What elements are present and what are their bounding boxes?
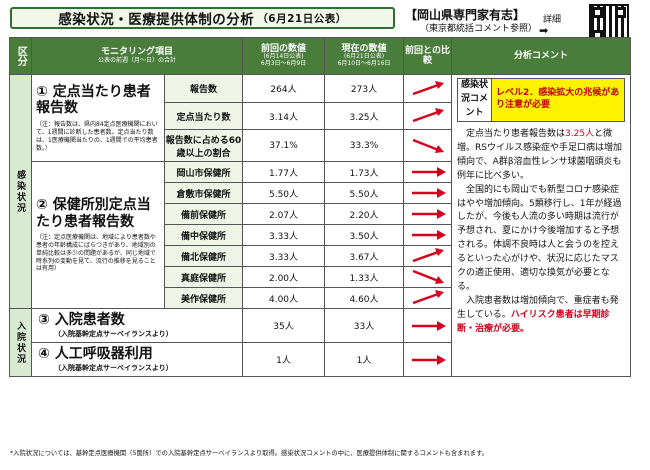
curr-value: 2.20人 <box>324 203 405 225</box>
trend-arrow-icon <box>403 224 453 246</box>
table-row: ④ 人工呼吸器利用 （入院基幹定点サーベイランスより） 1人 1人 <box>10 342 631 377</box>
row-label: 報告数 <box>163 74 244 103</box>
trend-arrow-icon <box>403 161 453 183</box>
prev-value: 35人 <box>242 308 326 343</box>
section1-note: （注：報告数は、県内84定点医療機関において、1週間に診断した患者数。定点当たり… <box>36 121 158 152</box>
row-label: 報告数に占める60歳以上の割合 <box>163 129 244 162</box>
section2-note: （注：定点医療機関は、地域により患者数や患者の年齢構成にばらつきがあり、地域別の… <box>36 234 156 273</box>
trend-arrow-icon <box>403 182 453 204</box>
analysis-comment: 感染状況コメント レベル2．感染拡大の兆候があり注意が必要 定点当たり患者報告数… <box>451 74 632 377</box>
trend-arrow-icon <box>403 129 453 162</box>
arrow-right-icon: ➡ <box>539 24 549 37</box>
section1-title-cell: ① 定点当たり患者報告数 （注：報告数は、県内84定点医療機関において、1週間に… <box>31 74 165 162</box>
curr-value: 273人 <box>324 74 405 103</box>
row-label: 倉敷市保健所 <box>163 182 244 204</box>
trend-arrow-icon <box>403 203 453 225</box>
col-curr: 現在の数値 (6月21日公表) 6月10日～6月16日 <box>324 37 405 75</box>
trend-arrow-icon <box>403 266 453 288</box>
prev-value: 3.33人 <box>242 245 326 267</box>
organization-name: 【岡山県専門家有志】 <box>405 8 526 22</box>
table-row: 美作保健所 4.00人 4.60人 <box>10 287 631 309</box>
curr-value: 33人 <box>324 308 405 343</box>
table-row: ② 保健所別定点当たり患者報告数 （注：定点医療機関は、地域により患者数や患者の… <box>10 161 631 309</box>
curr-value: 4.60人 <box>324 287 405 309</box>
section3-title: ③ 入院患者数 <box>38 312 125 329</box>
prev-value: 264人 <box>242 74 326 103</box>
prev-value: 3.33人 <box>242 224 326 246</box>
curr-value: 3.25人 <box>324 102 405 130</box>
section3-sub: （入院基幹定点サーベイランスより） <box>54 329 173 338</box>
page-title: 感染状況・医療提供体制の分析 （6月21日公表） <box>10 7 395 29</box>
section1-title: ① 定点当たり患者報告数 <box>36 83 151 117</box>
section2-title-cell: ② 保健所別定点当たり患者報告数 （注：定点医療機関は、地域により患者数や患者の… <box>31 161 165 309</box>
table-row: 入院状況 ③ 入院患者数 （入院基幹定点サーベイランスより） 35人 33人 <box>9 308 631 377</box>
col-category: 区分 <box>9 37 32 75</box>
prev-value: 5.50人 <box>242 182 326 204</box>
section4-sub: （入院基幹定点サーベイランスより） <box>54 363 173 372</box>
curr-value: 5.50人 <box>324 182 405 204</box>
table-header-row: 区分 モニタリング項目 公表の前週（月～日）の合計 前回の数値 (6月14日公表) 6… <box>9 37 632 75</box>
table-row: 備北保健所 3.33人 3.67人 <box>10 245 631 267</box>
footer-note: *入院状況については、基幹定点医療機関（5箇所）での入院基幹定点サーベイランスよ… <box>10 450 489 457</box>
trend-arrow-icon <box>403 245 453 267</box>
prev-value: 37.1% <box>242 129 326 162</box>
prev-value: 2.07人 <box>242 203 326 225</box>
table-row: 備中保健所 3.33人 3.50人 <box>10 224 631 246</box>
col-item: モニタリング項目 公表の前週（月～日）の合計 <box>30 37 244 75</box>
section4-title: ④ 人工呼吸器利用 <box>38 346 153 363</box>
section2-title: ② 保健所別定点当たり患者報告数 <box>36 196 151 230</box>
category-infection: 感染状況 <box>9 74 32 309</box>
level-tag: 感染状況コメント <box>457 78 493 122</box>
trend-arrow-icon <box>403 74 453 103</box>
comment-paragraph-1: 定点当たり患者報告数は3.25人と微増。RSウイルス感染症や手足口病は増加傾向で… <box>457 128 622 181</box>
prev-value: 3.14人 <box>242 102 326 130</box>
col-comment: 分析コメント <box>451 37 632 75</box>
prev-value: 1人 <box>242 342 326 377</box>
organization-sub: （東京都統括コメント参照） <box>420 24 538 34</box>
row-label: 備北保健所 <box>163 245 244 267</box>
prev-value: 1.77人 <box>242 161 326 183</box>
detail-label: 詳細 <box>543 15 562 25</box>
curr-value: 3.67人 <box>324 245 405 267</box>
curr-value: 3.50人 <box>324 224 405 246</box>
curr-value: 1.33人 <box>324 266 405 288</box>
table-row: 報告数に占める60歳以上の割合 37.1% 33.3% <box>10 129 631 162</box>
section4-title-cell: ④ 人工呼吸器利用 （入院基幹定点サーベイランスより） <box>30 342 244 377</box>
row-label: 定点当たり数 <box>163 102 244 130</box>
section3-title-cell: ③ 入院患者数 （入院基幹定点サーベイランスより） <box>30 308 244 343</box>
level-text: レベル2．感染拡大の兆候があり注意が必要 <box>491 78 626 122</box>
table-row: 感染状況 ① 定点当たり患者報告数 （注：報告数は、県内84定点医療機関において… <box>9 74 632 377</box>
row-label: 岡山市保健所 <box>163 161 244 183</box>
comment-paragraph-2: 全国的にも岡山でも新型コロナ感染症はやや増加傾向。5類移行し、1年が経過したが、… <box>457 184 622 293</box>
row-label: 真庭保健所 <box>163 266 244 288</box>
row-label: 備前保健所 <box>163 203 244 225</box>
col-compare: 前回との比較 <box>403 37 453 75</box>
prev-value: 4.00人 <box>242 287 326 309</box>
trend-arrow-icon <box>403 287 453 309</box>
title-date: （6月21日公表） <box>257 12 347 25</box>
col-prev: 前回の数値 (6月14日公表) 6月3日～6月9日 <box>242 37 326 75</box>
monitoring-table: 区分 モニタリング項目 公表の前週（月～日）の合計 前回の数値 (6月14日公表) 6… <box>9 37 632 377</box>
curr-value: 1人 <box>324 342 405 377</box>
table-row: 真庭保健所 2.00人 1.33人 <box>10 266 631 288</box>
curr-value: 33.3% <box>324 129 405 162</box>
trend-arrow-icon <box>403 308 453 343</box>
prev-value: 2.00人 <box>242 266 326 288</box>
table-row: 定点当たり数 3.14人 3.25人 <box>10 102 631 130</box>
title-text: 感染状況・医療提供体制の分析 <box>58 12 255 28</box>
comment-paragraph-3: 入院患者数は増加傾向で、重症者も発生している。ハイリスク患者は早期診断・治療が必… <box>457 296 619 334</box>
trend-arrow-icon <box>403 342 453 377</box>
trend-arrow-icon <box>403 102 453 130</box>
level-box: 感染状況コメント レベル2．感染拡大の兆候があり注意が必要 <box>457 78 626 122</box>
category-hospital: 入院状況 <box>9 308 32 377</box>
curr-value: 1.73人 <box>324 161 405 183</box>
table-row: 倉敷市保健所 5.50人 5.50人 <box>10 182 631 204</box>
row-label: 美作保健所 <box>163 287 244 309</box>
row-label: 備中保健所 <box>163 224 244 246</box>
